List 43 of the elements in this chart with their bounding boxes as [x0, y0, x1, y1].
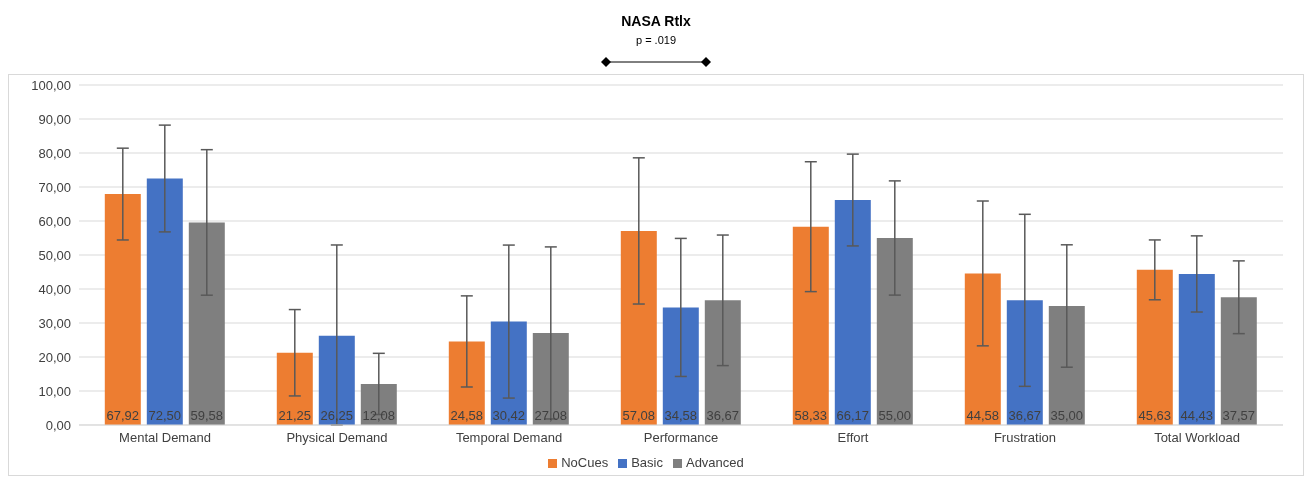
data-label: 24,58: [450, 408, 484, 423]
x-tick-label: Performance: [643, 430, 719, 446]
y-tick-label: 20,00: [38, 349, 71, 365]
data-label: 34,58: [664, 408, 698, 423]
data-label: 66,17: [836, 408, 870, 423]
y-tick-label: 80,00: [38, 145, 71, 161]
chart-title: NASA Rtlx: [620, 12, 692, 31]
y-tick-label: 70,00: [38, 179, 71, 195]
x-tick-label: Frustration: [993, 430, 1057, 446]
text: p = .019: [634, 34, 678, 46]
data-label: 67,92: [106, 408, 140, 423]
data-label: 59,58: [190, 408, 224, 423]
data-label: 57,08: [622, 408, 656, 423]
x-tick-label: Total Workload: [1154, 430, 1240, 446]
y-tick-label: 100,00: [31, 77, 71, 93]
data-label: 21,25: [278, 408, 312, 423]
data-label: 37,57: [1222, 408, 1256, 423]
data-label: 44,43: [1180, 408, 1214, 423]
data-label: 12,08: [362, 408, 396, 423]
data-label: 58,33: [794, 408, 828, 423]
data-label: 44,58: [966, 408, 1000, 423]
y-tick-label: 40,00: [38, 281, 71, 297]
x-tick-label: Temporal Demand: [455, 430, 563, 446]
x-tick-label: Physical Demand: [286, 430, 388, 446]
y-tick-label: 90,00: [38, 111, 71, 127]
y-tick-label: 60,00: [38, 213, 71, 229]
data-label: 45,63: [1138, 408, 1172, 423]
legend-label: Basic: [631, 455, 663, 470]
data-label: 55,00: [878, 408, 912, 423]
y-tick-label: 50,00: [38, 247, 71, 263]
x-tick-label: Mental Demand: [119, 430, 211, 446]
legend-label: Advanced: [685, 455, 744, 470]
legend-label: NoCues: [561, 455, 609, 470]
data-label: 35,00: [1050, 408, 1084, 423]
data-label: 72,50: [148, 408, 182, 423]
y-tick-label: 30,00: [38, 315, 71, 331]
data-label: 30,42: [492, 408, 526, 423]
data-label: 27,08: [534, 408, 568, 423]
y-tick-label: 0,00: [45, 417, 71, 433]
data-label: 36,67: [706, 408, 740, 423]
data-label: 36,67: [1008, 408, 1042, 423]
y-tick-label: 10,00: [38, 383, 71, 399]
x-tick-label: Effort: [837, 430, 869, 446]
